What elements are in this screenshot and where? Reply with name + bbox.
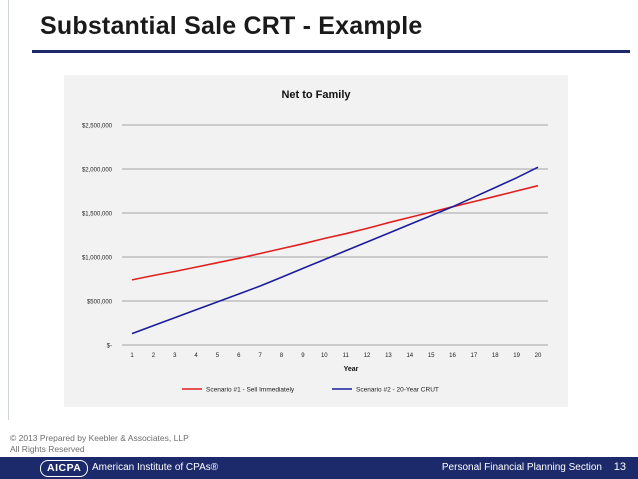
x-tick-label: 2 bbox=[152, 353, 156, 359]
x-tick-label: 7 bbox=[259, 353, 263, 359]
x-tick-label: 20 bbox=[535, 353, 542, 359]
series-line-1 bbox=[131, 184, 539, 281]
copyright-notice: © 2013 Prepared by Keebler & Associates,… bbox=[10, 433, 189, 455]
x-tick-label: 1 bbox=[130, 353, 134, 359]
footer-org-name: American Institute of CPAs® bbox=[92, 462, 219, 473]
title-underline bbox=[32, 50, 630, 53]
page-number: 13 bbox=[613, 461, 626, 473]
x-tick-label: 10 bbox=[321, 353, 328, 359]
x-tick-label: 14 bbox=[406, 353, 413, 359]
y-tick-label: $1,500,000 bbox=[82, 212, 113, 218]
left-border-line bbox=[8, 0, 9, 420]
y-tick-label: $- bbox=[107, 344, 112, 350]
footer-bar: AICPA American Institute of CPAs® Person… bbox=[0, 457, 638, 479]
footer-section-name: Personal Financial Planning Section bbox=[441, 462, 602, 473]
series-line-2 bbox=[131, 166, 539, 335]
y-tick-label: $500,000 bbox=[87, 300, 113, 306]
x-tick-label: 15 bbox=[428, 353, 435, 359]
line-chart: Net to Family $- $500,000 $1,000,000 $1,500… bbox=[64, 75, 568, 407]
legend-label: Scenario #1 - Sell Immediately bbox=[206, 387, 295, 394]
x-tick-label: 4 bbox=[194, 353, 198, 359]
x-tick-label: 17 bbox=[471, 353, 478, 359]
chart-title: Net to Family bbox=[281, 89, 351, 101]
x-tick-label: 5 bbox=[216, 353, 220, 359]
legend-label: Scenario #2 - 20-Year CRUT bbox=[356, 387, 439, 394]
x-tick-label: 18 bbox=[492, 353, 499, 359]
x-tick-label: 8 bbox=[280, 353, 284, 359]
y-tick-label: $2,000,000 bbox=[82, 168, 113, 174]
x-axis-label: Year bbox=[344, 366, 359, 373]
rights-line: All Rights Reserved bbox=[10, 444, 85, 454]
chart-svg: Net to Family $- $500,000 $1,000,000 $1,500… bbox=[82, 89, 548, 394]
aicpa-logo: AICPA bbox=[40, 460, 89, 477]
x-tick-label: 16 bbox=[449, 353, 456, 359]
x-tick-label: 11 bbox=[343, 353, 350, 359]
copyright-line: © 2013 Prepared by Keebler & Associates,… bbox=[10, 433, 189, 443]
x-tick-label: 9 bbox=[301, 353, 305, 359]
x-tick-label: 3 bbox=[173, 353, 177, 359]
slide-title: Substantial Sale CRT - Example bbox=[40, 12, 423, 40]
x-tick-label: 6 bbox=[237, 353, 241, 359]
x-tick-label: 13 bbox=[385, 353, 392, 359]
x-tick-label: 19 bbox=[513, 353, 520, 359]
y-tick-label: $2,500,000 bbox=[82, 124, 113, 130]
x-tick-label: 12 bbox=[364, 353, 371, 359]
y-tick-label: $1,000,000 bbox=[82, 256, 113, 262]
